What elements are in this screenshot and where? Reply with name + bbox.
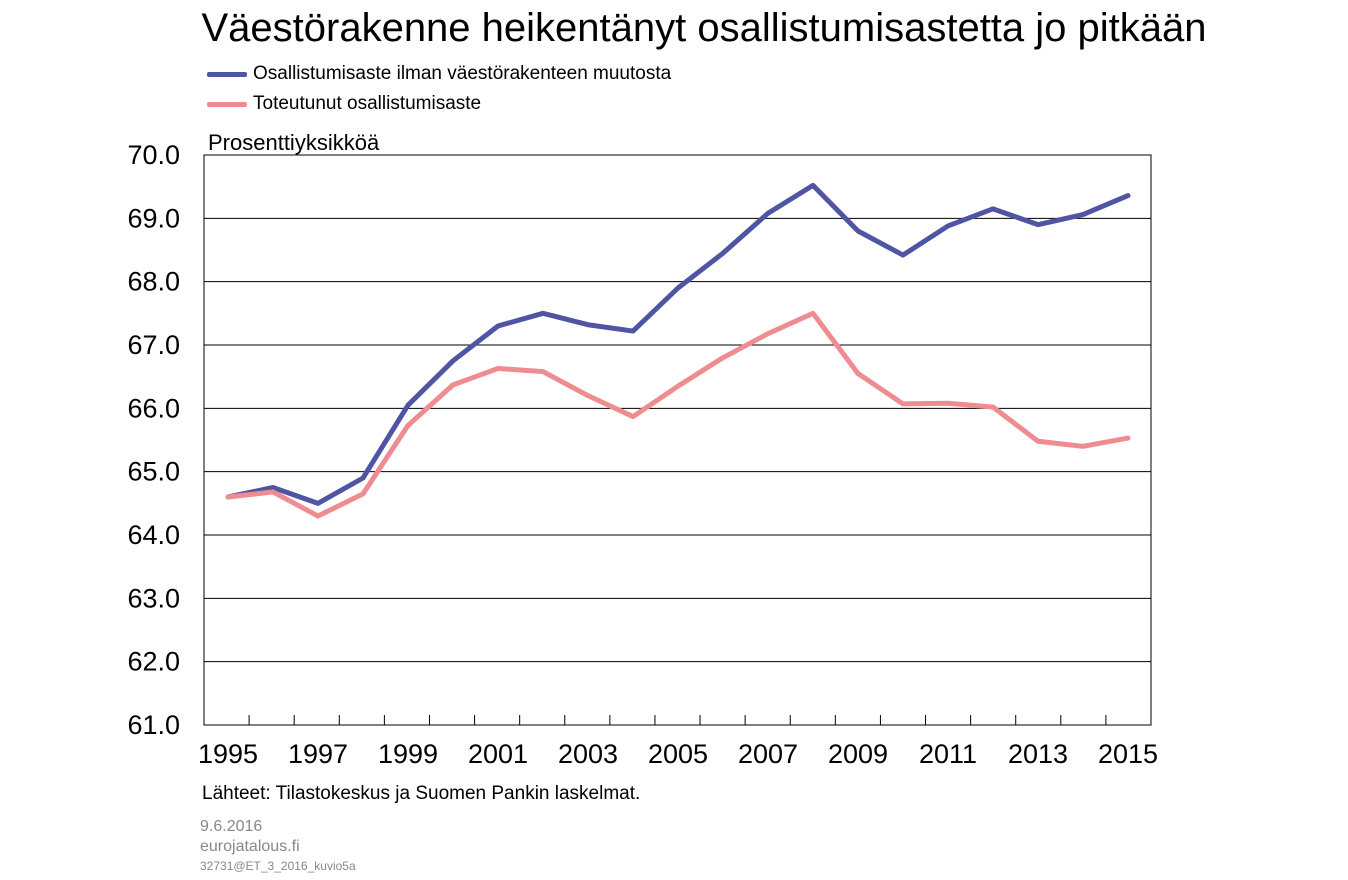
x-tick-label: 2007 xyxy=(738,739,798,769)
legend-swatch-pink xyxy=(207,101,247,107)
legend-swatch-blue xyxy=(207,71,247,77)
x-tick-label: 2001 xyxy=(468,739,528,769)
y-tick-label: 68.0 xyxy=(127,267,180,297)
y-axis-unit-label: Prosenttiyksikköä xyxy=(208,130,380,155)
x-tick-label: 2015 xyxy=(1098,739,1158,769)
series-lines xyxy=(225,182,1131,519)
x-tick-label: 1999 xyxy=(378,739,438,769)
x-axis-labels: 1995 1997 1999 2001 2003 2005 2007 2009 2011 2013… xyxy=(198,739,1158,769)
x-tick-label: 2011 xyxy=(919,739,977,769)
legend-item-blue: Osallistumisaste ilman väestörakenteen m… xyxy=(207,62,671,86)
x-tick-label: 2013 xyxy=(1008,739,1068,769)
y-tick-label: 63.0 xyxy=(127,583,180,613)
y-tick-label: 67.0 xyxy=(127,330,180,360)
y-tick-label: 70.0 xyxy=(127,140,180,170)
gridlines xyxy=(204,217,1151,663)
x-tick-label: 1995 xyxy=(198,739,258,769)
y-tick-label: 61.0 xyxy=(127,710,180,740)
y-tick-label: 66.0 xyxy=(127,393,180,423)
legend-label-pink: Toteutunut osallistumisaste xyxy=(253,93,482,114)
x-axis-ticks xyxy=(203,715,1152,725)
footer-date: 9.6.2016 xyxy=(200,818,263,835)
footer-id: 32731@ET_3_2016_kuvio5a xyxy=(200,859,356,873)
footer-site: eurojatalous.fi xyxy=(200,838,300,855)
x-tick-label: 2009 xyxy=(828,739,888,769)
x-tick-label: 2003 xyxy=(558,739,618,769)
y-tick-label: 69.0 xyxy=(127,203,180,233)
y-tick-label: 65.0 xyxy=(127,457,180,487)
legend-item-pink: Toteutunut osallistumisaste xyxy=(207,92,481,116)
series-line-1 xyxy=(225,182,1131,506)
source-note: Lähteet: Tilastokeskus ja Suomen Pankin … xyxy=(202,783,641,804)
series-line-2 xyxy=(225,310,1131,519)
y-tick-label: 64.0 xyxy=(127,520,180,550)
x-tick-label: 1997 xyxy=(288,739,348,769)
y-axis-labels: 61.0 62.0 63.0 64.0 65.0 66.0 67.0 68.0 69.0 70.0 xyxy=(127,140,180,740)
y-tick-label: 62.0 xyxy=(127,647,180,677)
legend-label-blue: Osallistumisaste ilman väestörakenteen m… xyxy=(253,63,672,84)
plot-frame xyxy=(203,154,1152,726)
chart-title: Väestörakenne heikentänyt osallistumisas… xyxy=(201,6,1207,50)
x-tick-label: 2005 xyxy=(648,739,708,769)
